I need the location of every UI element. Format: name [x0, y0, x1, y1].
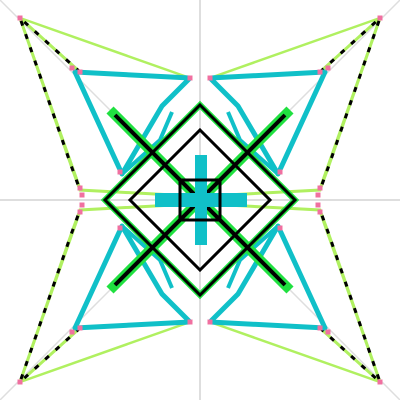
vertex-dot-1-6: [315, 202, 321, 208]
outer-top-edge-q2: [19, 320, 191, 384]
outer-top-edge-q3: [209, 320, 381, 384]
vertex-dot-3-0: [377, 379, 383, 385]
center-square: [178, 178, 222, 222]
vertex-dot-1-0: [377, 15, 383, 21]
vertex-dot-1-1: [325, 65, 331, 71]
vertex-dot-1-4: [277, 169, 283, 175]
vertex-dot-3-4: [277, 225, 283, 231]
vertex-dot-2-5: [77, 209, 83, 215]
center-plus-horizontal: [155, 193, 247, 207]
vertex-dot-2-1: [69, 329, 75, 335]
inner-kite-inner-q0: [120, 111, 174, 176]
vertex-dot-2-4: [117, 225, 123, 231]
vertex-dot-1-2: [317, 69, 323, 75]
vertex-dot-2-6: [79, 192, 85, 198]
vertex-dot-3-5: [317, 209, 323, 215]
vertex-dot-2-2: [77, 325, 83, 331]
outer-top-edge-q1: [209, 16, 381, 80]
vertex-dot-3-2: [317, 325, 323, 331]
inner-kite-outline: [72, 69, 328, 331]
vertex-dot-0-6: [79, 202, 85, 208]
vertex-dot-2-0: [17, 379, 23, 385]
center-diamond-black: [102, 102, 298, 298]
vertex-markers: [17, 15, 383, 385]
inner-kite-q1: [207, 69, 328, 177]
vertex-dot-0-5: [77, 185, 83, 191]
vertex-dot-0-4: [117, 169, 123, 175]
vertex-dot-0-3: [187, 75, 193, 81]
inner-kite-inner-q3: [226, 224, 280, 289]
center-plus-mark: [155, 155, 247, 245]
inner-kite-q0: [72, 69, 193, 177]
vertex-dot-0-2: [77, 69, 83, 75]
vertex-dot-0-1: [69, 65, 75, 71]
inner-kite-q2: [72, 223, 193, 331]
vertex-dot-3-1: [325, 329, 331, 335]
inner-kite-q3: [207, 223, 328, 331]
center-diamond-inner: [127, 127, 273, 273]
inner-kite-inner-q2: [120, 224, 174, 289]
vertex-dot-3-6: [315, 192, 321, 198]
vertex-dot-0-0: [17, 15, 23, 21]
vertex-dot-3-3: [207, 319, 213, 325]
outer-top-edge-q0: [19, 16, 191, 80]
vertex-dot-2-3: [187, 319, 193, 325]
vertex-dot-1-3: [207, 75, 213, 81]
vertex-dot-1-5: [317, 185, 323, 191]
inner-kite-inner-q1: [226, 111, 280, 176]
